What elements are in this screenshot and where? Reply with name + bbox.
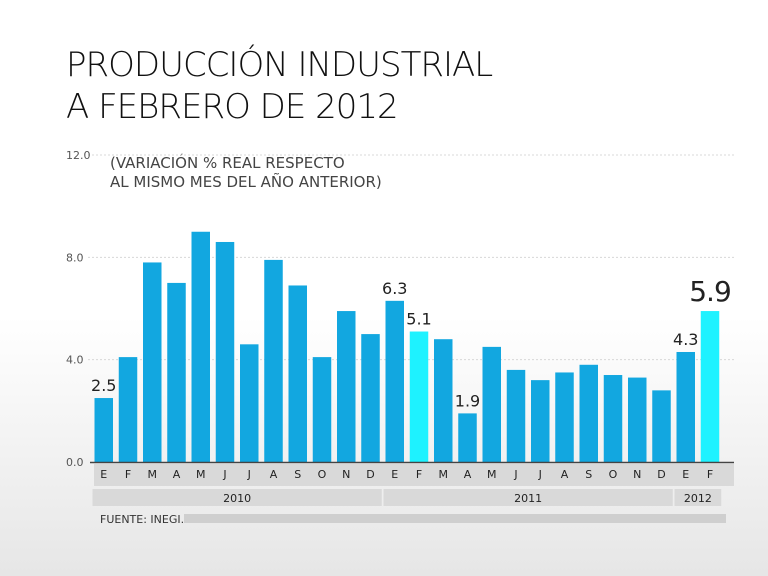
x-tick-label: J [247,468,251,481]
x-tick-label: M [487,468,497,481]
data-label: 6.3 [382,279,407,298]
bar [143,262,162,462]
year-label: 2012 [684,492,712,505]
bar [191,231,210,462]
bar [482,346,501,462]
x-tick-label: O [609,468,618,481]
x-tick-label: N [633,468,641,481]
bar [652,390,671,462]
x-tick-label: F [416,468,422,481]
x-tick-label: S [294,468,301,481]
year-label: 2010 [223,492,251,505]
year-band [383,489,673,506]
bar [361,334,380,462]
bar [555,372,574,462]
x-tick-label: E [100,468,107,481]
x-tick-label: S [585,468,592,481]
x-tick-label: O [318,468,327,481]
bar [94,398,113,462]
bar [676,351,695,462]
chart-title-line-1: PRODUCCIÓN INDUSTRIAL [66,45,493,85]
x-tick-label: M [196,468,206,481]
bar [579,364,598,462]
x-tick-label: F [125,468,131,481]
x-tick-label: D [366,468,374,481]
x-tick-label: J [222,468,226,481]
bar [167,282,186,462]
x-tick-label: J [538,468,542,481]
y-tick-label: 12.0 [66,149,91,162]
bar [312,357,332,462]
bar [264,259,283,462]
source-note: FUENTE: INEGI. [100,513,185,526]
x-tick-label: A [270,468,278,481]
chart-title-line-2: A FEBRERO DE 2012 [66,87,399,127]
year-label: 2011 [514,492,542,505]
data-label: 5.1 [406,310,431,329]
bar [434,339,453,462]
x-tick-label: A [561,468,569,481]
bar [337,311,356,462]
x-tick-label: N [342,468,350,481]
x-tick-label: M [439,468,449,481]
x-tick-label: E [682,468,689,481]
bar [409,331,429,462]
bar [385,300,404,462]
chart-subtitle: (VARIACIÓN % REAL RESPECTO AL MISMO MES … [110,154,382,192]
bar [628,377,647,462]
y-tick-label: 0.0 [66,456,84,469]
x-tick-label: A [464,468,472,481]
y-tick-label: 4.0 [66,354,84,367]
data-label: 2.5 [91,376,116,395]
year-band [674,489,722,506]
x-tick-label: J [513,468,517,481]
x-tick-label: E [391,468,398,481]
month-band [94,464,734,486]
data-label: 5.9 [689,275,731,308]
bar [458,413,477,462]
bar [603,375,623,462]
data-label: 1.9 [455,391,480,410]
data-label: 4.3 [673,330,698,349]
x-tick-label: M [148,468,158,481]
chart-title: PRODUCCIÓN INDUSTRIAL A FEBRERO DE 2012 [66,44,493,128]
bar [506,369,526,462]
bar [240,344,259,462]
bar [531,380,550,462]
chart-subtitle-line-2: AL MISMO MES DEL AÑO ANTERIOR) [110,173,382,191]
bar [118,357,138,462]
chart-subtitle-line-1: (VARIACIÓN % REAL RESPECTO [110,154,345,172]
bar [700,311,720,462]
y-tick-label: 8.0 [66,251,84,264]
x-tick-label: A [173,468,181,481]
x-tick-label: D [657,468,665,481]
x-tick-label: F [707,468,713,481]
year-band [92,489,382,506]
source-bar [184,514,726,523]
bar [215,241,235,462]
bar [288,285,307,462]
